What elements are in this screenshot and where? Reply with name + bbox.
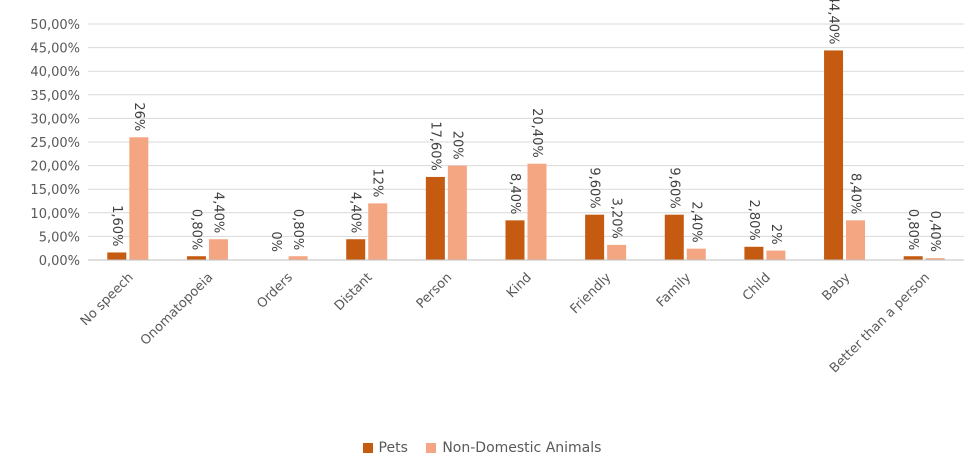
data-label-pets: 17,60% [427,121,442,171]
legend-swatch-non-domestic [426,443,437,453]
data-label-non-domestic: 26% [131,102,146,131]
bar-chart: 0,00% 5,00% 10,00% 15,00% 20,00% 25,00% 30,00%… [30,0,964,376]
data-label-pets: 0% [268,231,283,252]
data-label-non-domestic: 4,40% [210,192,225,233]
y-tick-label: 25,00% [30,136,80,151]
data-label-pets: 0,80% [188,209,203,250]
data-label-pets: 1,60% [109,205,124,246]
bar-pets [107,252,127,260]
bar-non-domestic [368,203,388,260]
y-tick-label: 15,00% [30,183,80,198]
y-tick-label: 45,00% [30,42,80,57]
x-category-label: Person [414,270,455,311]
x-category-label: Family [654,270,694,310]
data-label-non-domestic: 2% [768,224,783,245]
data-label-non-domestic: 0,40% [927,211,942,252]
data-label-pets: 9,60% [666,167,681,208]
data-label-non-domestic: 0,80% [290,209,305,250]
legend: Pets Non-Domestic Animals [0,440,964,457]
x-category-label: No speech [78,270,137,329]
data-label-pets: 2,80% [746,199,761,240]
bar-pets [744,246,764,260]
bar-pets [425,176,445,260]
y-tick-label: 5,00% [39,230,80,245]
bars [107,50,945,260]
x-category-label: Orders [254,270,296,312]
bar-non-domestic [686,248,706,260]
bar-non-domestic [607,244,627,260]
x-category-label: Kind [504,270,535,301]
bar-pets [585,214,605,260]
y-tick-label: 30,00% [30,112,80,127]
x-category-label: Onomatopoeia [138,270,216,348]
x-category-label: Distant [332,270,376,314]
y-tick-label: 0,00% [39,254,80,269]
y-tick-label: 20,00% [30,160,80,175]
y-tick-label: 40,00% [30,65,80,80]
bar-non-domestic [447,165,467,260]
data-label-pets: 9,60% [587,167,602,208]
data-label-non-domestic: 3,20% [609,198,624,239]
data-label-pets: 0,80% [905,209,920,250]
bar-non-domestic [288,256,308,260]
bar-pets [903,256,923,260]
data-label-non-domestic: 8,40% [848,173,863,214]
y-tick-label: 50,00% [30,18,80,33]
legend-item-non-domestic: Non-Domestic Animals [426,440,601,456]
data-label-non-domestic: 2,40% [688,201,703,242]
bar-pets [824,50,844,260]
data-label-non-domestic: 12% [370,168,385,197]
data-label-non-domestic: 20% [449,131,464,160]
gridlines [88,23,964,261]
legend-item-pets: Pets [362,440,408,456]
bar-non-domestic [527,163,547,260]
y-tick-label: 35,00% [30,89,80,104]
data-label-non-domestic: 20,40% [529,108,544,158]
bar-pets [346,239,366,260]
data-label-pets: 4,40% [348,192,363,233]
bar-non-domestic [925,258,945,260]
bar-pets [505,220,525,260]
y-axis: 0,00% 5,00% 10,00% 15,00% 20,00% 25,00% 30,00%… [30,18,80,269]
bar-pets [186,256,206,260]
legend-swatch-pets [362,443,373,453]
bar-non-domestic [208,239,228,260]
legend-label-pets: Pets [378,440,408,456]
y-tick-label: 10,00% [30,207,80,222]
legend-label-non-domestic: Non-Domestic Animals [442,440,602,456]
x-axis: No speech Onomatopoeia Orders Distant Person… [78,259,964,376]
data-label-pets: 44,40% [826,0,841,44]
bar-non-domestic [129,137,149,260]
bar-non-domestic [766,250,786,260]
bar-pets [664,214,684,260]
x-category-label: Baby [820,270,854,304]
data-labels: 1,60% 26% 0,80% 4,40% 0% 0,80% 4,40% 12% 17,60% 2… [109,0,942,252]
data-label-pets: 8,40% [507,173,522,214]
x-category-label: Friendly [568,270,615,317]
x-category-label: Child [740,270,774,304]
bar-non-domestic [846,220,866,260]
